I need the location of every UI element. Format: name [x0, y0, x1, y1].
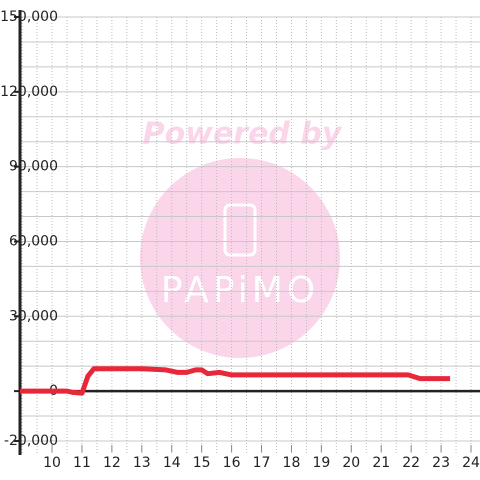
watermark-title: Powered by [143, 117, 343, 152]
x-tick-label: 24 [462, 455, 480, 471]
watermark: Powered by PAPiMO [140, 117, 343, 358]
x-tick-label: 20 [342, 455, 360, 471]
watermark-logo: PAPiMO [161, 270, 319, 311]
x-tick-label: 22 [402, 455, 420, 471]
x-tick-label: 10 [43, 455, 61, 471]
x-tick-label: 16 [223, 455, 241, 471]
x-tick-label: 23 [432, 455, 450, 471]
x-tick-label: 11 [73, 455, 91, 471]
data-line [20, 366, 451, 396]
y-tick-label: -20,000 [4, 433, 58, 449]
x-tick-label: 13 [133, 455, 151, 471]
x-tick-label: 21 [372, 455, 390, 471]
x-tick-label: 12 [103, 455, 121, 471]
watermark-circle [140, 158, 340, 358]
x-tick-label: 17 [253, 455, 271, 471]
watermark-phone [223, 203, 257, 257]
x-tick-label: 18 [283, 455, 301, 471]
x-tick-label: 14 [163, 455, 181, 471]
y-tick-label: 120,000 [0, 84, 58, 100]
x-tick-label: 15 [193, 455, 211, 471]
x-tick-label: 19 [312, 455, 330, 471]
y-tick-label: 150,000 [0, 9, 58, 25]
